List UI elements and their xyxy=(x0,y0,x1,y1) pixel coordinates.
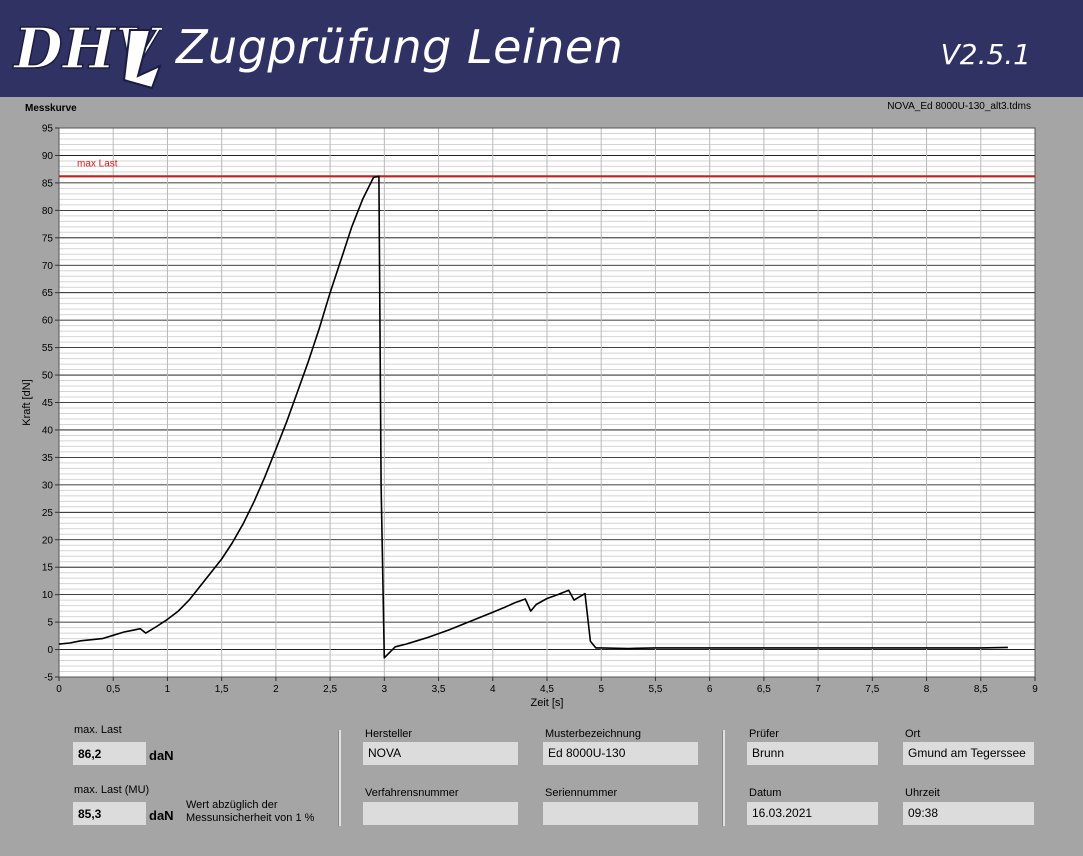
y-tick-label: 85 xyxy=(42,178,54,189)
x-tick-label: 9 xyxy=(1032,684,1038,695)
serien-field[interactable] xyxy=(543,802,698,825)
plot-title: Messkurve xyxy=(25,103,77,114)
pruefer-label: Prüfer xyxy=(749,728,779,740)
y-tick-label: 80 xyxy=(42,206,54,217)
series-line xyxy=(58,175,1008,659)
x-tick-label: 3 xyxy=(382,684,388,695)
y-tick-label: 45 xyxy=(42,398,54,409)
muster-label: Musterbezeichnung xyxy=(545,728,642,740)
version-label: V2.5.1 xyxy=(940,38,1031,71)
y-tick-label: 60 xyxy=(42,316,54,327)
ort-field[interactable]: Gmund am Tegerssee xyxy=(903,742,1034,765)
mu-load-value: 85,3 xyxy=(73,802,146,825)
ort-label: Ort xyxy=(905,728,921,740)
x-tick-label: 2,5 xyxy=(323,684,337,695)
x-tick-label: 6 xyxy=(707,684,713,695)
file-name: NOVA_Ed 8000U-130_alt3.tdms xyxy=(887,101,1031,112)
x-axis-label: Zeit [s] xyxy=(530,697,563,709)
x-tick-label: 1 xyxy=(165,684,171,695)
separator xyxy=(722,730,725,826)
x-tick-label: 8 xyxy=(924,684,930,695)
y-tick-label: 95 xyxy=(42,124,54,135)
datum-field[interactable]: 16.03.2021 xyxy=(747,802,878,825)
y-tick-label: 5 xyxy=(47,618,53,629)
y-tick-label: 15 xyxy=(42,563,54,574)
y-tick-label: 50 xyxy=(42,371,54,382)
uhrzeit-field[interactable]: 09:38 xyxy=(903,802,1034,825)
x-tick-label: 5,5 xyxy=(648,684,662,695)
max-load-line-label: max Last xyxy=(77,158,118,169)
y-tick-label: 20 xyxy=(42,535,54,546)
y-tick-label: 30 xyxy=(42,480,54,491)
hersteller-field[interactable]: NOVA xyxy=(363,742,518,765)
verfahren-label: Verfahrensnummer xyxy=(365,787,459,799)
muster-field[interactable]: Ed 8000U-130 xyxy=(543,742,698,765)
dhv-logo: DHV xyxy=(12,15,162,90)
y-tick-label: 40 xyxy=(42,425,54,436)
max-load-label: max. Last xyxy=(74,724,122,736)
x-tick-label: 0,5 xyxy=(106,684,120,695)
app-header: DHV Zugprüfung Leinen V2.5.1 xyxy=(0,0,1083,97)
mu-note-line2: Messunsicherheit von 1 % xyxy=(186,812,315,824)
mu-note-line1: Wert abzüglich der xyxy=(186,799,278,811)
x-tick-label: 4,5 xyxy=(540,684,554,695)
separator xyxy=(338,730,341,826)
y-tick-label: 90 xyxy=(42,151,54,162)
uhrzeit-label: Uhrzeit xyxy=(905,787,940,799)
verfahren-field[interactable] xyxy=(363,802,518,825)
y-tick-label: 35 xyxy=(42,453,54,464)
x-tick-label: 3,5 xyxy=(432,684,446,695)
y-tick-label: -5 xyxy=(44,673,53,684)
x-tick-label: 7,5 xyxy=(865,684,879,695)
max-load-unit: daN xyxy=(149,748,174,763)
x-tick-label: 0 xyxy=(56,684,62,695)
y-tick-label: 75 xyxy=(42,233,54,244)
x-tick-label: 4 xyxy=(490,684,496,695)
x-tick-label: 2 xyxy=(273,684,279,695)
serien-label: Seriennummer xyxy=(545,787,618,799)
x-tick-label: 1,5 xyxy=(215,684,229,695)
y-tick-label: 70 xyxy=(42,261,54,272)
datum-label: Datum xyxy=(749,787,782,799)
max-load-value: 86,2 xyxy=(73,742,146,765)
x-tick-label: 6,5 xyxy=(757,684,771,695)
measurement-chart: max Last-5051015202530354045505560657075… xyxy=(21,124,1038,710)
x-tick-label: 5 xyxy=(598,684,604,695)
mu-load-unit: daN xyxy=(149,808,174,823)
x-tick-label: 8,5 xyxy=(974,684,988,695)
pruefer-field[interactable]: Brunn xyxy=(747,742,878,765)
y-tick-label: 10 xyxy=(42,590,54,601)
y-tick-label: 0 xyxy=(47,645,53,656)
mu-load-label: max. Last (MU) xyxy=(74,784,150,796)
app-title: Zugprüfung Leinen xyxy=(176,20,624,74)
hersteller-label: Hersteller xyxy=(365,728,413,740)
y-tick-label: 25 xyxy=(42,508,54,519)
y-tick-label: 65 xyxy=(42,288,54,299)
x-tick-label: 7 xyxy=(815,684,821,695)
y-axis-label: Kraft [dN] xyxy=(21,379,33,425)
y-tick-label: 55 xyxy=(42,343,54,354)
